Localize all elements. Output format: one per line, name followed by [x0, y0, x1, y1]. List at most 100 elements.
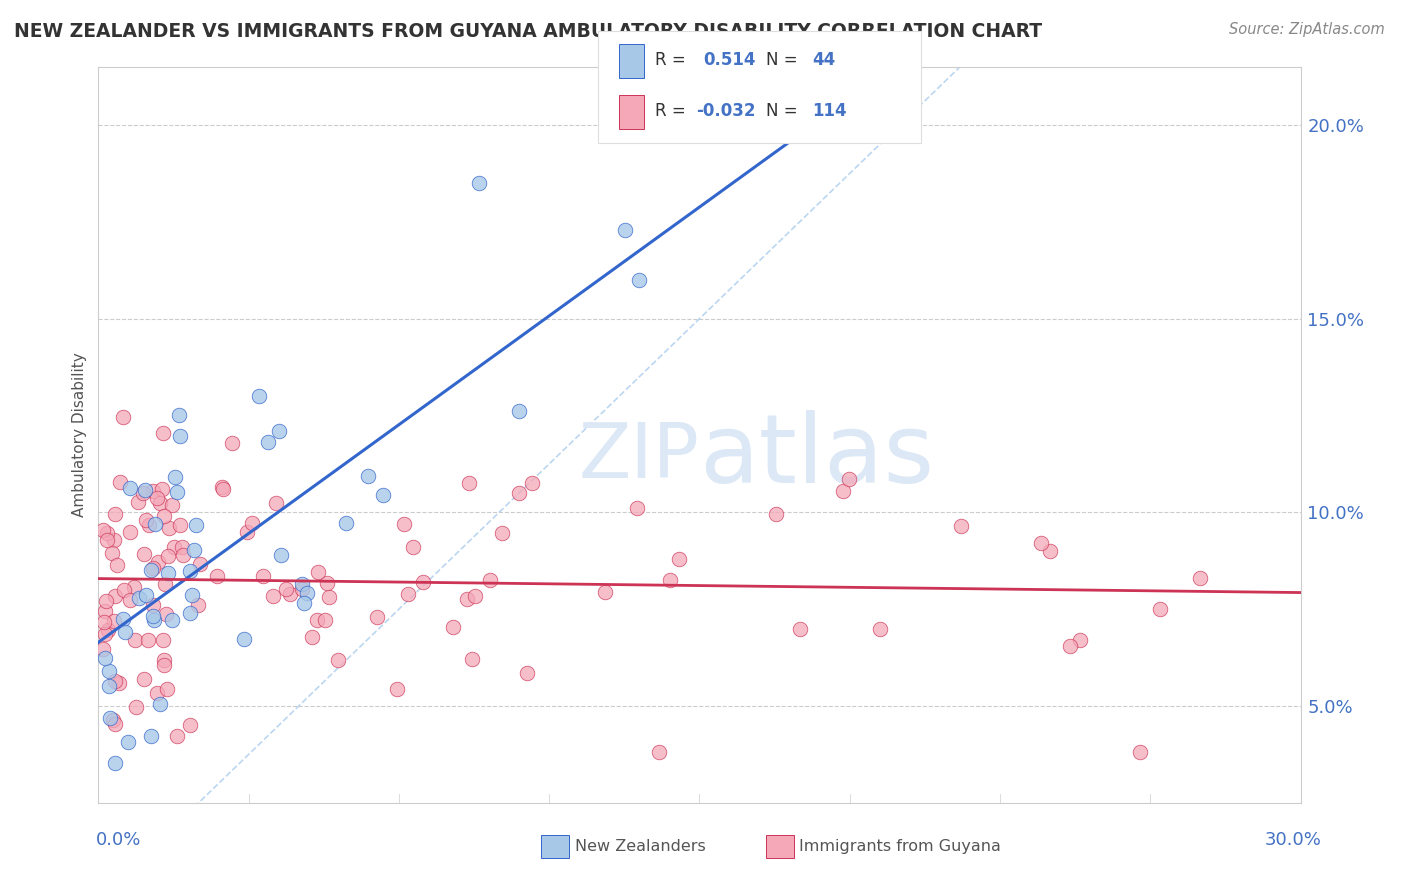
- Point: [832, 483, 855, 498]
- Point: [179, 564, 201, 578]
- Point: [155, 607, 177, 622]
- Point: [94, 651, 117, 665]
- Point: [240, 516, 263, 530]
- Point: [169, 517, 191, 532]
- Point: [318, 590, 340, 604]
- Point: [91, 524, 114, 538]
- Text: 30.0%: 30.0%: [1265, 831, 1322, 849]
- Point: [125, 700, 148, 714]
- Point: [181, 588, 204, 602]
- Point: [291, 577, 314, 591]
- Point: [97, 624, 120, 638]
- Point: [153, 509, 176, 524]
- Point: [135, 513, 157, 527]
- Text: 114: 114: [813, 103, 848, 120]
- Point: [207, 569, 229, 583]
- Point: [120, 482, 142, 496]
- Point: [93, 615, 115, 630]
- Point: [153, 653, 176, 667]
- Text: 0.0%: 0.0%: [96, 831, 141, 849]
- Text: New Zealanders: New Zealanders: [575, 839, 706, 854]
- Point: [1149, 602, 1171, 616]
- Point: [156, 681, 179, 696]
- Point: [211, 480, 233, 494]
- Point: [156, 549, 179, 563]
- Point: [94, 594, 117, 608]
- Point: [366, 609, 388, 624]
- Point: [221, 436, 243, 450]
- Point: [117, 735, 139, 749]
- Point: [186, 517, 208, 532]
- Point: [111, 612, 134, 626]
- Point: [264, 496, 287, 510]
- Point: [1031, 536, 1053, 550]
- Point: [107, 558, 129, 573]
- Point: [269, 424, 291, 438]
- Point: [124, 632, 146, 647]
- Point: [142, 561, 165, 575]
- Point: [104, 673, 127, 688]
- Point: [256, 434, 278, 449]
- Point: [295, 585, 318, 599]
- Point: [150, 482, 173, 496]
- Point: [1059, 640, 1081, 654]
- Point: [648, 746, 671, 760]
- Point: [172, 540, 194, 554]
- Point: [142, 608, 165, 623]
- Point: [142, 483, 165, 498]
- Point: [153, 658, 176, 673]
- Point: [157, 521, 180, 535]
- Text: N =: N =: [766, 103, 797, 120]
- Point: [152, 632, 174, 647]
- Point: [101, 713, 124, 727]
- Point: [101, 546, 124, 560]
- Point: [385, 682, 408, 697]
- Point: [516, 666, 538, 681]
- Point: [146, 686, 169, 700]
- Point: [270, 549, 292, 563]
- Point: [1039, 544, 1062, 558]
- Point: [412, 575, 434, 590]
- Point: [373, 488, 395, 502]
- Point: [114, 624, 136, 639]
- Point: [441, 620, 464, 634]
- Point: [179, 606, 201, 620]
- Point: [614, 222, 637, 236]
- Point: [139, 563, 162, 577]
- Point: [307, 613, 329, 627]
- Point: [659, 573, 682, 587]
- Point: [1069, 633, 1091, 648]
- Point: [134, 483, 156, 498]
- Point: [508, 486, 530, 500]
- Point: [478, 574, 501, 588]
- Point: [135, 588, 157, 602]
- Point: [163, 470, 186, 484]
- Point: [456, 592, 478, 607]
- Point: [132, 486, 155, 500]
- Point: [458, 475, 481, 490]
- Point: [520, 475, 543, 490]
- Point: [112, 409, 135, 424]
- Point: [212, 483, 235, 497]
- Point: [402, 540, 425, 554]
- Text: ZIP: ZIP: [579, 420, 699, 494]
- Point: [124, 580, 146, 594]
- Point: [134, 547, 156, 561]
- Point: [291, 582, 314, 596]
- Point: [247, 389, 270, 403]
- Point: [149, 698, 172, 712]
- Point: [97, 664, 120, 678]
- Point: [464, 589, 486, 603]
- Point: [394, 516, 416, 531]
- Point: [326, 653, 349, 667]
- Text: -0.032: -0.032: [696, 103, 755, 120]
- Point: [104, 717, 127, 731]
- Text: 0.514: 0.514: [703, 51, 755, 69]
- Point: [307, 565, 329, 579]
- Point: [1129, 746, 1152, 760]
- Point: [127, 495, 149, 509]
- Point: [628, 273, 651, 287]
- Point: [112, 582, 135, 597]
- Point: [316, 576, 339, 591]
- Point: [461, 652, 484, 666]
